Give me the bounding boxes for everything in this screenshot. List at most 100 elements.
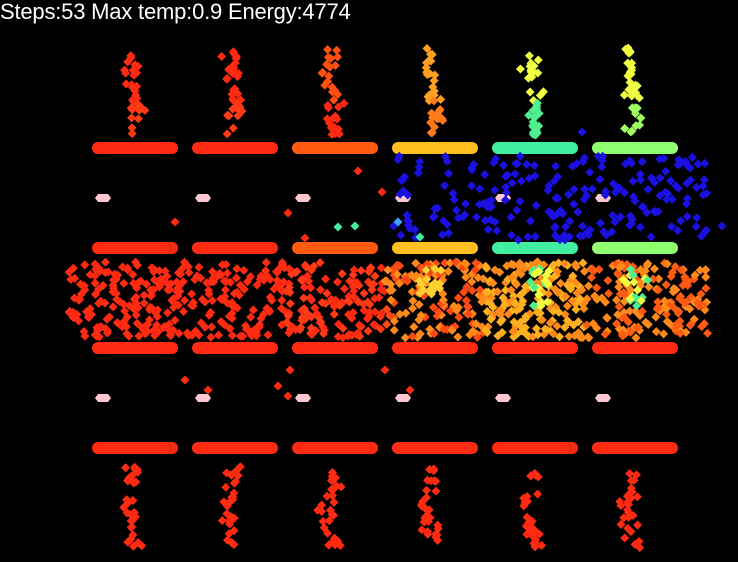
particle xyxy=(500,299,510,309)
particle xyxy=(537,540,547,550)
particle xyxy=(202,278,212,288)
particle xyxy=(232,264,242,274)
particle xyxy=(184,268,194,278)
upper-mid-bar-1 xyxy=(92,242,178,254)
particle xyxy=(669,303,679,313)
particle xyxy=(217,52,227,62)
particle xyxy=(700,158,710,168)
particle xyxy=(663,189,673,199)
particle xyxy=(569,184,579,194)
particle xyxy=(643,275,653,285)
particle xyxy=(354,297,364,307)
particle xyxy=(227,492,237,502)
particle xyxy=(156,274,166,284)
particle xyxy=(103,267,113,277)
particle xyxy=(443,266,453,276)
particle xyxy=(136,276,146,286)
particle xyxy=(625,306,635,316)
particle xyxy=(506,212,516,222)
particle xyxy=(687,152,697,162)
particle xyxy=(343,310,353,320)
particle xyxy=(675,156,685,166)
particle xyxy=(429,466,439,476)
particle xyxy=(619,287,629,297)
particle xyxy=(501,187,511,197)
particle xyxy=(502,170,512,180)
particle xyxy=(433,307,443,317)
particle xyxy=(526,516,536,526)
particle xyxy=(501,285,511,295)
particle xyxy=(698,190,708,200)
particle xyxy=(333,52,343,62)
particle xyxy=(212,272,222,282)
particle xyxy=(287,322,297,332)
energy-label: Energy: xyxy=(227,0,303,24)
particle xyxy=(498,293,508,303)
particle xyxy=(389,316,399,326)
particle xyxy=(533,489,543,499)
particle xyxy=(154,266,164,276)
particle xyxy=(163,308,173,318)
particle xyxy=(515,262,525,272)
particle xyxy=(642,207,652,217)
particle xyxy=(207,267,217,277)
particle xyxy=(453,332,463,342)
particle xyxy=(339,98,349,108)
particle xyxy=(560,322,570,332)
particle xyxy=(683,161,693,171)
particle xyxy=(267,295,277,305)
particle xyxy=(548,306,558,316)
particle xyxy=(324,516,334,526)
particle xyxy=(461,259,471,269)
particle xyxy=(523,529,533,539)
particle xyxy=(692,182,702,192)
particle xyxy=(315,318,325,328)
particle xyxy=(526,522,536,532)
particle xyxy=(222,129,232,139)
particle xyxy=(428,212,438,222)
particle xyxy=(329,309,339,319)
particle xyxy=(130,86,140,96)
particle xyxy=(615,262,625,272)
particle xyxy=(147,263,157,273)
particle xyxy=(227,330,237,340)
particle xyxy=(277,320,287,330)
particle xyxy=(139,290,149,300)
particle xyxy=(323,103,333,113)
particle xyxy=(315,258,325,268)
particle xyxy=(637,306,647,316)
particle xyxy=(221,482,231,492)
particle xyxy=(470,265,480,275)
particle xyxy=(234,105,244,115)
particle xyxy=(152,312,162,322)
particle xyxy=(653,206,663,216)
particle xyxy=(531,324,541,334)
upper-mid-bar-4 xyxy=(392,242,478,254)
particle xyxy=(678,280,688,290)
particle xyxy=(235,331,245,341)
particle xyxy=(225,323,235,333)
particle xyxy=(490,185,500,195)
particle xyxy=(196,318,206,328)
particle xyxy=(423,529,433,539)
particle xyxy=(174,328,184,338)
particle xyxy=(401,308,411,318)
particle xyxy=(604,288,614,298)
particle xyxy=(429,76,439,86)
particle xyxy=(531,535,541,545)
particle xyxy=(620,533,630,543)
particle xyxy=(187,289,197,299)
particle xyxy=(655,154,665,164)
particle xyxy=(676,216,686,226)
particle xyxy=(393,155,403,165)
particle xyxy=(328,536,338,546)
particle xyxy=(471,319,481,329)
particle xyxy=(369,320,379,330)
particle xyxy=(229,526,239,536)
particle xyxy=(327,129,337,139)
particle xyxy=(135,102,145,112)
particle xyxy=(335,300,345,310)
particle xyxy=(206,308,216,318)
particle xyxy=(68,263,78,273)
lower-slot-2 xyxy=(195,394,211,402)
